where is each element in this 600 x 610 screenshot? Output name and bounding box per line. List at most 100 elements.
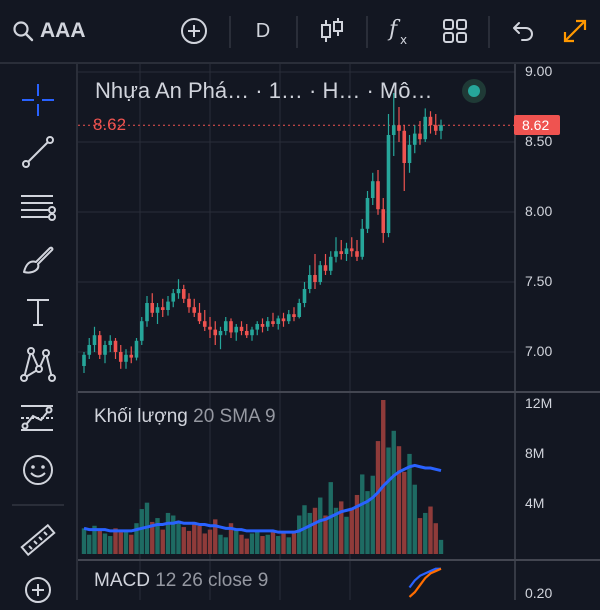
volume-bar xyxy=(307,512,312,554)
undo-button[interactable] xyxy=(505,0,541,62)
volume-bar xyxy=(150,521,155,554)
emoji-tool[interactable] xyxy=(14,450,62,490)
svg-text:x: x xyxy=(400,33,407,46)
volume-bar xyxy=(412,484,417,554)
add-symbol-button[interactable] xyxy=(176,0,212,62)
candle xyxy=(103,345,107,355)
layout-icon xyxy=(443,19,467,43)
brush-tool[interactable] xyxy=(14,240,62,280)
volume-bar xyxy=(244,538,249,554)
volume-bar xyxy=(228,523,234,554)
candle xyxy=(323,265,328,271)
candle xyxy=(439,125,443,131)
candle xyxy=(197,312,202,322)
trend-line-tool[interactable] xyxy=(14,132,62,172)
volume-bar xyxy=(339,501,344,554)
volume-bar xyxy=(134,523,139,554)
volume-bar xyxy=(438,539,444,554)
volume-bar xyxy=(423,512,428,554)
volume-bar xyxy=(265,534,270,554)
symbol-search-button[interactable]: AAA xyxy=(12,0,122,62)
fullscreen-button[interactable] xyxy=(556,0,594,62)
candle xyxy=(213,329,218,336)
candle xyxy=(307,275,312,289)
fib-icon xyxy=(21,195,56,221)
volume-bar xyxy=(207,529,213,554)
volume-legend[interactable]: Khối lượng 20 SMA 9 xyxy=(94,406,276,428)
candle xyxy=(292,314,296,317)
volume-bar xyxy=(349,507,354,554)
layout-button[interactable] xyxy=(436,0,474,62)
volume-bar xyxy=(92,525,97,554)
candle xyxy=(360,228,365,257)
volume-bar xyxy=(181,527,186,554)
candle xyxy=(229,321,233,333)
candle xyxy=(365,198,370,229)
volume-tick: 8M xyxy=(525,445,544,461)
macd-tick: 0.20 xyxy=(525,585,552,600)
volume-bar xyxy=(239,534,244,554)
volume-bar xyxy=(218,534,223,554)
chart-canvas[interactable]: 9.00 8.50 8.00 7.50 7.00 8.62 12M 8M 4M … xyxy=(78,63,600,601)
volume-bar xyxy=(192,521,197,554)
volume-bar xyxy=(102,533,108,554)
candle xyxy=(113,340,118,352)
pattern-tool[interactable] xyxy=(14,344,62,384)
volume-bar xyxy=(417,518,423,554)
volume-scale[interactable]: 12M 8M 4M xyxy=(525,395,552,511)
volume-bar xyxy=(260,536,265,554)
candle xyxy=(108,340,113,345)
chart-area[interactable]: 9.00 8.50 8.00 7.50 7.00 8.62 12M 8M 4M … xyxy=(78,63,600,601)
fib-tool[interactable] xyxy=(14,186,62,226)
candle xyxy=(381,209,386,233)
candle xyxy=(260,324,265,327)
candle xyxy=(265,321,270,327)
volume-sma-line xyxy=(83,463,442,534)
volume-bar xyxy=(139,509,144,554)
candle xyxy=(302,289,307,303)
candle xyxy=(129,354,134,358)
macd-scale[interactable]: 0.20 xyxy=(525,585,552,601)
measure-tool[interactable] xyxy=(14,520,62,560)
macd-series xyxy=(408,567,442,598)
price-tick: 8.50 xyxy=(525,133,552,149)
forecast-tool[interactable] xyxy=(14,398,62,438)
main-legend[interactable]: Nhựa An Phá… · 1… · H… · Mô… xyxy=(95,78,433,103)
price-scale[interactable]: 9.00 8.50 8.00 7.50 7.00 8.62 xyxy=(514,63,560,359)
crosshair-tool[interactable] xyxy=(14,80,62,120)
candle xyxy=(139,321,144,341)
candle xyxy=(334,251,338,257)
interval-button[interactable]: D xyxy=(255,19,271,42)
candle xyxy=(271,321,275,324)
volume-bar xyxy=(386,447,391,554)
candle xyxy=(208,326,212,330)
text-tool[interactable] xyxy=(14,292,62,332)
volume-bar xyxy=(108,536,113,554)
chart-type-button[interactable] xyxy=(314,0,350,62)
candle xyxy=(160,307,165,310)
candle xyxy=(276,318,281,324)
volume-bar xyxy=(129,534,134,554)
candle xyxy=(376,181,380,210)
text-icon xyxy=(27,299,49,326)
candle xyxy=(239,326,244,331)
volume-bar xyxy=(249,533,255,554)
volume-bar xyxy=(197,525,202,554)
zoom-in-tool[interactable] xyxy=(14,570,62,610)
candle xyxy=(418,133,422,140)
candle xyxy=(250,329,254,336)
candle xyxy=(391,125,396,135)
search-icon xyxy=(13,21,34,42)
volume-bar xyxy=(213,519,218,554)
svg-text:f: f xyxy=(387,17,401,42)
candle xyxy=(355,251,359,257)
macd-legend[interactable]: MACD 12 26 close 9 xyxy=(94,570,268,592)
fullscreen-icon xyxy=(563,19,587,43)
candle xyxy=(428,116,433,126)
volume-bar xyxy=(312,507,318,554)
candle xyxy=(423,116,428,140)
last-price-legend: 8.62 xyxy=(93,115,127,134)
price-tick: 9.00 xyxy=(525,64,552,79)
candle xyxy=(328,256,333,271)
